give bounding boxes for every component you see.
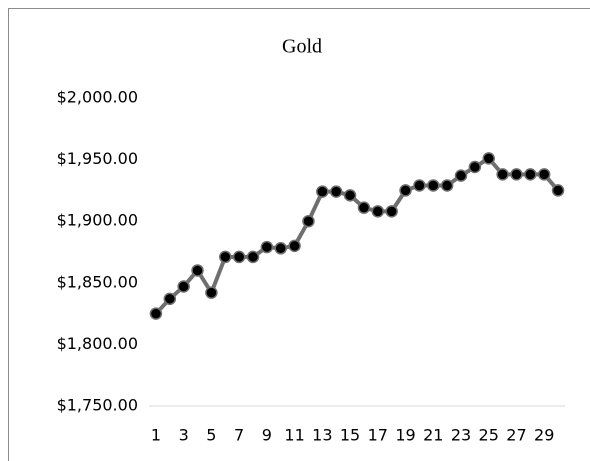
y-tick-label: $2,000.00 [57, 88, 138, 107]
data-point [385, 205, 398, 218]
data-point [343, 189, 357, 202]
x-tick-label: 7 [234, 426, 244, 445]
data-point [496, 168, 509, 181]
x-tick-label: 15 [340, 426, 360, 445]
data-point [551, 184, 565, 197]
data-point [482, 152, 495, 165]
data-point [357, 201, 371, 214]
y-tick-label: $1,900.00 [57, 211, 138, 230]
data-point [191, 264, 204, 277]
data-point [427, 179, 440, 192]
x-tick-label: 3 [179, 426, 189, 445]
x-tick-label: 5 [206, 426, 216, 445]
data-point [440, 179, 454, 192]
x-tick-label: 27 [506, 426, 526, 445]
x-tick-label: 23 [451, 426, 471, 445]
chart-border [8, 8, 590, 461]
data-point [177, 280, 190, 293]
x-tick-label: 25 [479, 426, 499, 445]
data-point [219, 250, 232, 264]
data-point [302, 214, 315, 228]
data-point [316, 185, 329, 198]
x-tick-label: 9 [262, 426, 272, 445]
data-point [288, 239, 301, 253]
data-point [149, 307, 163, 320]
data-point [246, 250, 260, 264]
y-tick-label: $1,950.00 [57, 149, 138, 168]
data-point [274, 242, 287, 255]
x-tick-label: 11 [284, 426, 304, 445]
data-point [260, 240, 274, 254]
data-point [232, 250, 246, 264]
y-tick-label: $1,850.00 [57, 272, 138, 291]
data-point [163, 292, 177, 306]
data-point [468, 160, 482, 174]
x-tick-label: 13 [312, 426, 332, 445]
chart-title: Gold [282, 36, 322, 58]
y-tick-label: $1,800.00 [57, 334, 138, 353]
data-point [537, 168, 551, 181]
data-point [524, 168, 537, 181]
x-tick-label: 29 [534, 426, 554, 445]
x-tick-label: 1 [151, 426, 161, 445]
x-tick-label: 19 [395, 426, 415, 445]
data-point [510, 168, 523, 181]
y-tick-label: $1,750.00 [57, 396, 138, 415]
data-point [399, 184, 412, 197]
data-point [371, 205, 385, 218]
x-tick-label: 17 [368, 426, 388, 445]
data-point [329, 185, 343, 198]
data-point [413, 179, 426, 192]
data-point [454, 169, 468, 182]
data-point [205, 286, 218, 299]
x-tick-label: 21 [423, 426, 443, 445]
